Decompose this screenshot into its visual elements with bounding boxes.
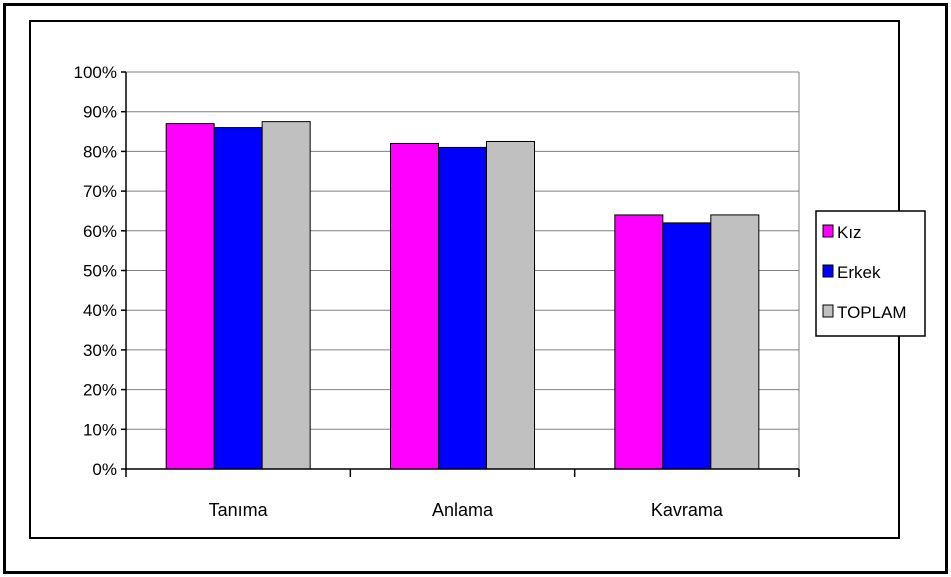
bar-erkek-0 bbox=[213, 127, 263, 470]
bar-kız-2 bbox=[614, 214, 664, 470]
y-tick-label: 10% bbox=[83, 420, 117, 439]
bar-toplam-1 bbox=[486, 140, 535, 470]
y-tick-labels: 0% 10% 20% 30% 40% 50% 60% 70% 80% 90% 100% bbox=[74, 63, 117, 479]
bar-erkek-2 bbox=[662, 222, 712, 470]
axes bbox=[121, 71, 800, 477]
legend-swatch-kız bbox=[822, 224, 834, 238]
x-tick-label: Tanıma bbox=[209, 500, 269, 520]
y-tick-label: 20% bbox=[83, 381, 117, 400]
x-tick-label: Kavrama bbox=[651, 500, 724, 520]
legend-label-toplam: TOPLAM bbox=[837, 303, 907, 322]
y-tick-label: 100% bbox=[74, 63, 117, 82]
bar-toplam-0 bbox=[261, 121, 311, 470]
x-tick-label: Anlama bbox=[432, 500, 494, 520]
y-tick-label: 90% bbox=[83, 103, 117, 122]
y-tick-label: 0% bbox=[92, 460, 117, 479]
bar-kız-0 bbox=[165, 123, 215, 470]
legend-label-erkek: Erkek bbox=[837, 263, 881, 282]
y-tick-label: 80% bbox=[83, 142, 117, 161]
bars bbox=[165, 121, 760, 470]
y-tick-label: 70% bbox=[83, 182, 117, 201]
x-tick-labels: Tanıma Anlama Kavrama bbox=[209, 500, 724, 520]
y-tick-label: 60% bbox=[83, 222, 117, 241]
bar-kız-1 bbox=[390, 142, 439, 470]
legend-swatch-toplam bbox=[822, 304, 834, 318]
legend: Kız Erkek TOPLAM bbox=[815, 210, 926, 337]
legend-box bbox=[815, 210, 926, 337]
y-tick-label: 30% bbox=[83, 341, 117, 360]
y-tick-label: 50% bbox=[83, 262, 117, 281]
bar-erkek-1 bbox=[438, 146, 487, 470]
bar-toplam-2 bbox=[710, 214, 760, 470]
y-tick-label: 40% bbox=[83, 301, 117, 320]
legend-swatch-erkek bbox=[822, 264, 834, 278]
legend-label-kız: Kız bbox=[837, 223, 862, 242]
